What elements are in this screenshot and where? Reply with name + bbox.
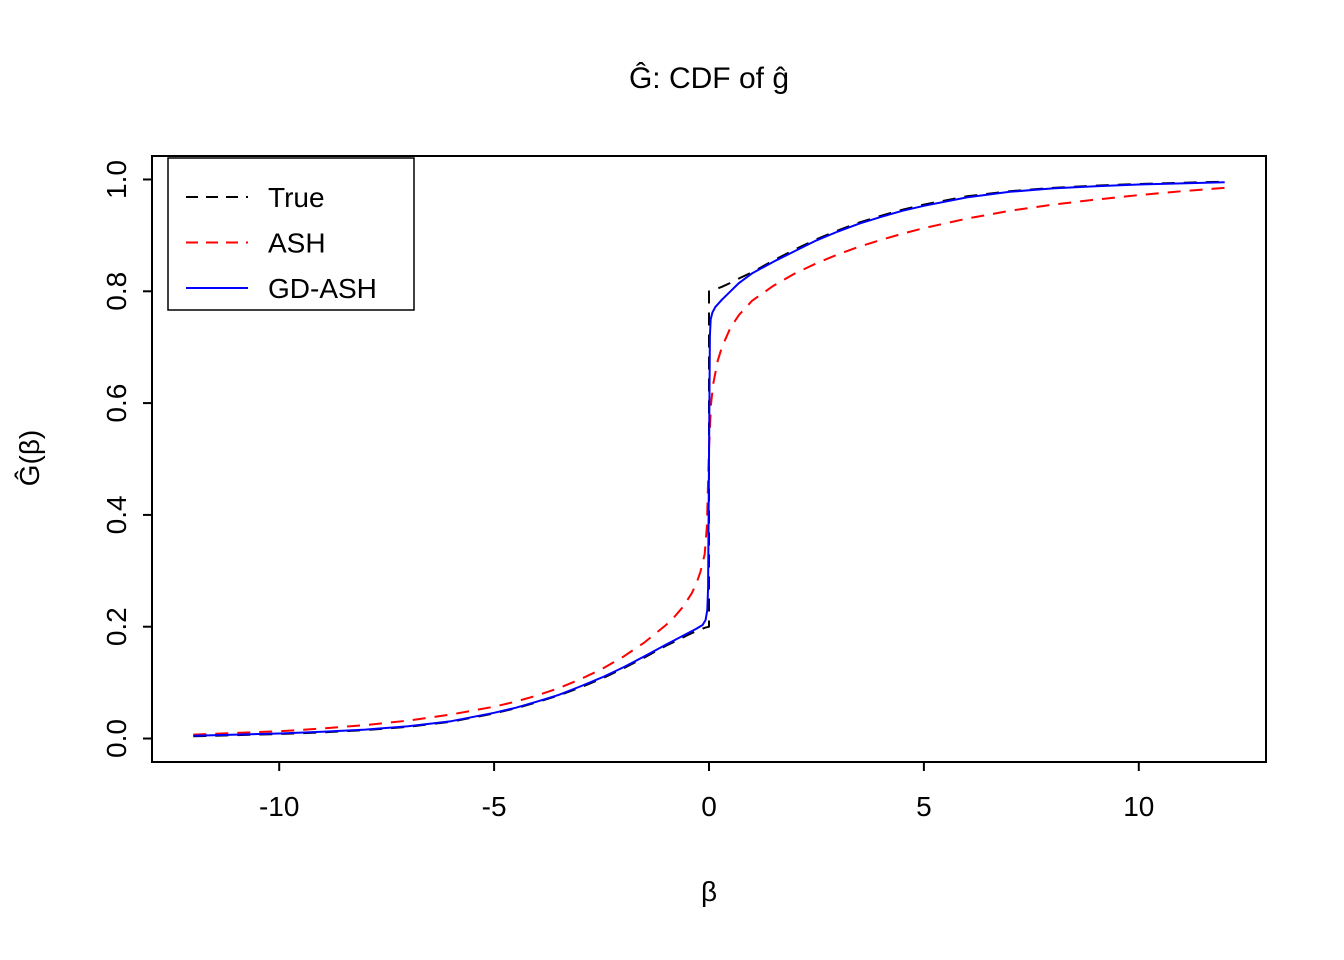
- y-tick-label: 0.0: [101, 719, 132, 758]
- x-tick-label: 5: [916, 791, 932, 822]
- series-line-gd-ash: [193, 181, 1225, 737]
- y-tick-label: 0.6: [101, 384, 132, 423]
- y-tick-label: 1.0: [101, 160, 132, 199]
- x-axis-label: β: [700, 876, 718, 907]
- y-tick-label: 0.4: [101, 495, 132, 534]
- y-tick-label: 0.8: [101, 272, 132, 311]
- plot-border: [151, 155, 1267, 763]
- legend-box: [167, 157, 415, 311]
- y-tick-label: 0.2: [101, 607, 132, 646]
- x-tick-label: -5: [482, 791, 507, 822]
- legend-label-ash: ASH: [268, 228, 326, 259]
- x-tick-label: 0: [701, 791, 717, 822]
- chart-title: Ĝ: CDF of ĝ: [628, 62, 790, 95]
- x-tick-label: -10: [259, 791, 299, 822]
- legend-label-gd-ash: GD-ASH: [268, 273, 377, 304]
- x-tick-label: 10: [1123, 791, 1154, 822]
- legend-label-true: True: [268, 182, 325, 213]
